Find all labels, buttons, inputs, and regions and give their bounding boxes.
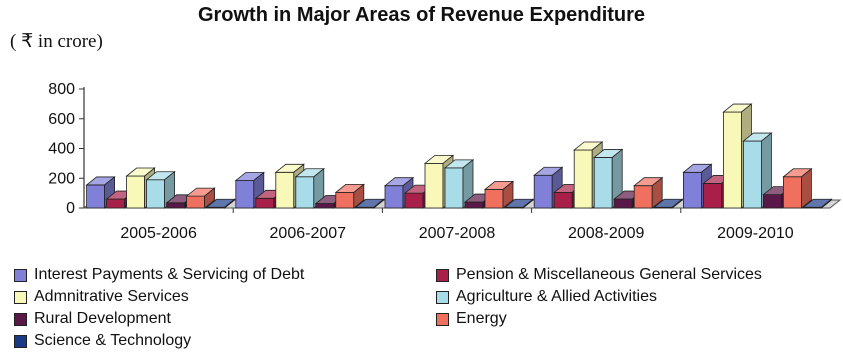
legend-swatch — [436, 312, 449, 326]
bar — [653, 198, 684, 209]
bar-side — [502, 180, 514, 209]
bar-front — [484, 189, 504, 209]
bar-front — [763, 194, 782, 209]
bar — [782, 167, 813, 209]
legend-label: Science & Technology — [34, 332, 192, 349]
bar-side — [651, 176, 663, 209]
bar — [593, 148, 624, 209]
y-tick-label: 800 — [48, 81, 75, 98]
bar — [334, 183, 365, 209]
bar-front — [613, 198, 633, 209]
legend-swatch — [436, 290, 449, 304]
bar-front — [106, 198, 125, 209]
bar-front — [703, 183, 722, 209]
category-label: 2009-2010 — [717, 225, 794, 242]
bar-side — [353, 183, 365, 209]
legend-swatch — [14, 312, 27, 326]
category-label: 2008-2009 — [568, 225, 645, 242]
bar — [205, 198, 236, 209]
legend-item: Rural Development — [14, 310, 171, 328]
bars-layer — [85, 103, 833, 209]
legend-item: Energy — [436, 310, 507, 328]
bar-side — [204, 187, 216, 209]
bar-front — [723, 111, 742, 209]
bar-front — [126, 175, 145, 209]
bar-front — [166, 202, 186, 209]
bar — [354, 198, 385, 209]
y-tick-label: 400 — [48, 141, 75, 158]
unit-label: ( ₹ in crore) — [10, 31, 103, 52]
bar-front — [424, 162, 444, 209]
bar-front — [335, 191, 355, 209]
bar — [185, 187, 216, 209]
bar — [742, 132, 773, 209]
labels-layer: 0 200 400 600 800 2005-2006 2006-2007 2007-2008… — [48, 81, 793, 242]
category-label: 2005-2006 — [120, 225, 197, 242]
legend-item: Science & Technology — [14, 332, 191, 350]
bar — [503, 198, 535, 209]
legend-item: Pension & Miscellaneous General Services — [436, 266, 762, 284]
bar-front — [146, 179, 166, 209]
bar-front — [295, 176, 315, 209]
bar-front — [573, 149, 593, 209]
legend-label: Rural Development — [34, 310, 171, 327]
bar-front — [86, 184, 105, 209]
bar — [443, 159, 475, 209]
bar-front — [404, 192, 424, 209]
bar-side — [671, 198, 683, 209]
bar-front — [533, 174, 553, 209]
bar-front — [235, 180, 255, 209]
bar-side — [224, 198, 236, 209]
bar-front — [444, 167, 464, 209]
bar — [145, 170, 176, 209]
bar-front — [315, 203, 335, 209]
legend-item: Agriculture & Allied Activities — [436, 288, 657, 306]
y-tick-label: 200 — [48, 170, 75, 187]
legend-swatch — [14, 268, 27, 282]
legend-label: Pension & Miscellaneous General Services — [456, 266, 762, 283]
legend-swatch — [14, 334, 27, 348]
bar-front — [683, 171, 702, 209]
bar-front — [593, 157, 613, 209]
y-tick-label: 0 — [66, 200, 75, 217]
legend-item: Interest Payments & Servicing of Debt — [14, 266, 304, 284]
legend-label: Interest Payments & Servicing of Debt — [34, 266, 305, 283]
bar — [483, 180, 515, 209]
y-tick-label: 600 — [48, 111, 75, 128]
bar-side — [801, 167, 812, 209]
bar-front — [255, 197, 275, 209]
bar — [802, 198, 833, 209]
bar — [294, 167, 325, 209]
bar-front — [553, 191, 573, 209]
bar-front — [743, 140, 762, 209]
chart-title: Growth in Major Areas of Revenue Expendi… — [197, 4, 646, 26]
category-label: 2007-2008 — [419, 225, 496, 242]
bar-front — [384, 185, 404, 209]
bar-side — [522, 198, 534, 209]
bar-front — [633, 185, 653, 209]
bar-front — [186, 195, 206, 209]
legend-item: Admnitrative Services — [14, 288, 189, 306]
legend-label: Agriculture & Allied Activities — [456, 288, 657, 305]
legend-swatch — [436, 268, 449, 282]
bar — [633, 176, 664, 209]
bar-side — [373, 198, 385, 209]
bar-front — [783, 176, 802, 209]
category-label: 2006-2007 — [270, 225, 347, 242]
bar-side — [821, 198, 832, 209]
bar-chart: 0 200 400 600 800 2005-2006 2006-2007 2007-2008… — [48, 81, 842, 242]
legend-label: Admnitrative Services — [34, 288, 189, 305]
legend-label: Energy — [456, 310, 507, 327]
bar-front — [464, 201, 484, 209]
legend-swatch — [14, 290, 27, 304]
bar-front — [275, 171, 295, 209]
